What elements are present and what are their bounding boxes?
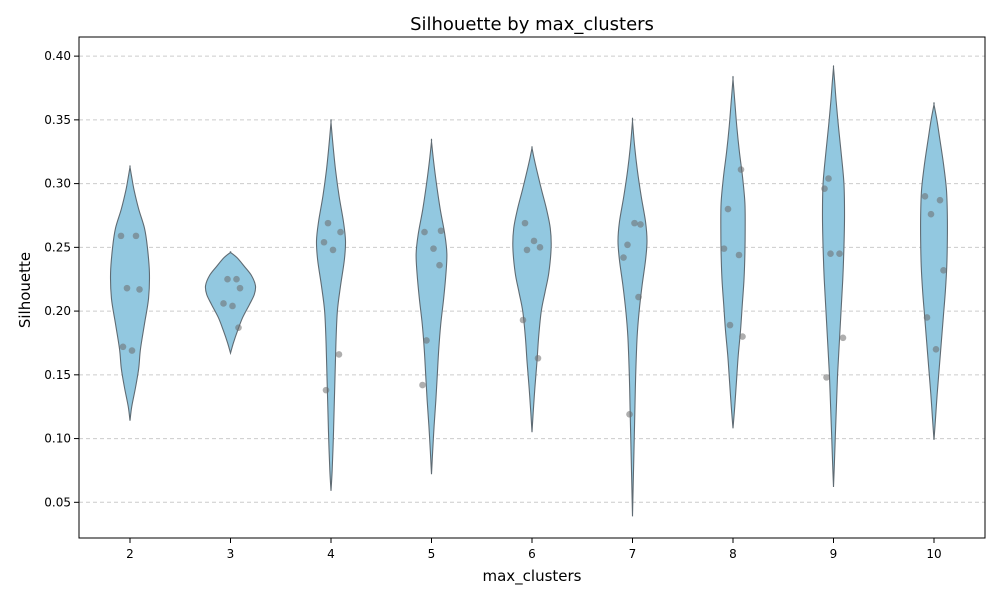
data-point bbox=[825, 175, 832, 182]
data-point bbox=[940, 266, 947, 274]
data-point bbox=[637, 221, 644, 228]
violins bbox=[109, 65, 948, 517]
y-tick-label: 0.40 bbox=[44, 49, 71, 63]
data-point bbox=[921, 193, 929, 200]
data-point bbox=[936, 196, 944, 204]
data-point bbox=[322, 386, 330, 394]
data-point bbox=[523, 246, 531, 254]
data-point bbox=[132, 232, 140, 240]
data-point bbox=[324, 219, 332, 227]
data-point bbox=[735, 251, 743, 259]
data-point bbox=[626, 411, 633, 418]
data-point bbox=[724, 205, 732, 213]
y-tick-label: 0.10 bbox=[44, 432, 71, 446]
y-axis-ticks: 0.05 0.10 0.15 0.20 0.25 0.30 0.35 0.40 bbox=[44, 49, 79, 509]
data-point bbox=[521, 219, 529, 227]
data-point bbox=[739, 333, 746, 340]
data-point bbox=[436, 261, 443, 269]
violin-2 bbox=[109, 165, 151, 421]
violin-3 bbox=[204, 251, 257, 356]
data-point bbox=[128, 347, 136, 354]
x-tick-label: 10 bbox=[926, 547, 941, 561]
data-point bbox=[923, 314, 931, 321]
data-point bbox=[419, 381, 426, 389]
chart-title: Silhouette by max_clusters bbox=[410, 14, 654, 35]
data-point bbox=[233, 275, 240, 283]
violin-8 bbox=[720, 75, 746, 429]
data-points bbox=[117, 166, 947, 418]
data-point bbox=[335, 351, 343, 358]
x-tick-label: 6 bbox=[528, 547, 536, 561]
violin-5 bbox=[415, 138, 448, 475]
y-axis-label: Silhouette bbox=[16, 252, 34, 328]
violin-9 bbox=[821, 65, 846, 488]
data-point bbox=[823, 374, 830, 381]
data-point bbox=[737, 166, 745, 173]
data-point bbox=[430, 245, 437, 252]
violin-6 bbox=[512, 146, 552, 433]
data-point bbox=[534, 354, 542, 362]
data-point bbox=[235, 324, 242, 331]
data-point bbox=[220, 300, 227, 307]
y-tick-label: 0.20 bbox=[44, 304, 71, 318]
data-point bbox=[136, 286, 143, 293]
data-point bbox=[437, 227, 445, 235]
y-tick-label: 0.05 bbox=[44, 495, 71, 509]
y-tick-label: 0.25 bbox=[44, 240, 71, 254]
data-point bbox=[123, 284, 131, 292]
x-tick-label: 8 bbox=[729, 547, 737, 561]
data-point bbox=[320, 238, 328, 246]
data-point bbox=[927, 210, 935, 218]
data-point bbox=[620, 254, 627, 261]
data-point bbox=[827, 250, 834, 258]
data-point bbox=[229, 302, 236, 310]
data-point bbox=[423, 337, 430, 344]
data-point bbox=[932, 346, 940, 353]
x-axis-ticks: 2 3 4 5 6 7 8 9 10 bbox=[126, 538, 942, 561]
violin-4 bbox=[315, 118, 347, 491]
y-tick-label: 0.15 bbox=[44, 368, 71, 382]
data-point bbox=[519, 316, 527, 324]
data-point bbox=[635, 293, 642, 301]
violin-7 bbox=[617, 117, 648, 517]
data-point bbox=[337, 228, 344, 236]
data-point bbox=[631, 219, 638, 227]
y-tick-label: 0.35 bbox=[44, 113, 71, 127]
data-point bbox=[421, 228, 428, 236]
x-tick-label: 3 bbox=[227, 547, 235, 561]
x-tick-label: 5 bbox=[428, 547, 436, 561]
data-point bbox=[530, 237, 538, 245]
data-point bbox=[224, 275, 231, 283]
y-tick-label: 0.30 bbox=[44, 177, 71, 191]
data-point bbox=[329, 246, 337, 254]
x-tick-label: 9 bbox=[830, 547, 838, 561]
x-tick-label: 7 bbox=[629, 547, 637, 561]
x-axis-label: max_clusters bbox=[482, 567, 581, 586]
data-point bbox=[821, 185, 828, 192]
x-tick-label: 2 bbox=[126, 547, 134, 561]
data-point bbox=[720, 245, 728, 252]
data-point bbox=[624, 241, 631, 249]
x-tick-label: 4 bbox=[327, 547, 335, 561]
data-point bbox=[117, 232, 125, 240]
data-point bbox=[726, 321, 734, 329]
data-point bbox=[836, 250, 843, 258]
data-point bbox=[839, 334, 847, 342]
data-point bbox=[119, 343, 127, 351]
data-point bbox=[236, 284, 244, 292]
data-point bbox=[536, 244, 544, 251]
